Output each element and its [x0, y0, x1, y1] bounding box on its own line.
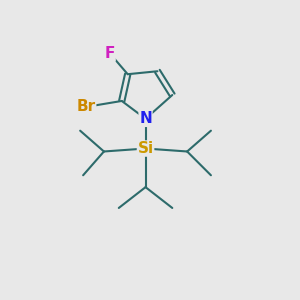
- Text: N: N: [139, 111, 152, 126]
- Text: F: F: [105, 46, 115, 61]
- Text: Si: Si: [137, 141, 154, 156]
- Text: Br: Br: [76, 99, 96, 114]
